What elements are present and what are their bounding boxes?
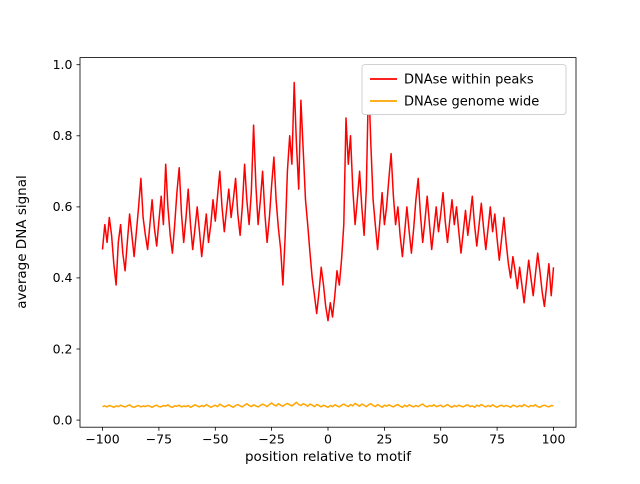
x-tick-label: −25 <box>258 432 284 447</box>
x-axis-ticks: −100 −75 −50 −25 0 25 50 75 100 <box>85 427 566 447</box>
series-line-0 <box>101 78 555 322</box>
x-tick-label: −50 <box>202 432 228 447</box>
x-tick-label: 0 <box>324 432 332 447</box>
x-tick-label: 100 <box>542 432 566 447</box>
series-group <box>101 78 555 409</box>
y-tick-label: 1.0 <box>53 57 73 72</box>
y-tick-label: 0.2 <box>53 341 73 356</box>
x-tick-label: 25 <box>376 432 392 447</box>
x-tick-label: −75 <box>146 432 172 447</box>
y-tick-label: 0.8 <box>53 128 73 143</box>
x-tick-label: −100 <box>85 432 119 447</box>
x-axis-label: position relative to motif <box>245 449 412 465</box>
x-tick-label: 75 <box>489 432 505 447</box>
y-tick-label: 0.6 <box>53 199 73 214</box>
series-line-1 <box>102 401 554 409</box>
x-tick-label: 50 <box>433 432 449 447</box>
legend-label-dnase-within-peaks: DNAse within peaks <box>404 73 534 88</box>
y-tick-label: 0.4 <box>53 270 73 285</box>
legend: DNAse within peaks DNAse genome wide <box>361 64 567 116</box>
y-tick-label: 0.0 <box>53 412 73 427</box>
y-axis-ticks: 0.0 0.2 0.4 0.6 0.8 1.0 <box>53 57 80 427</box>
legend-label-dnase-genome-wide: DNAse genome wide <box>404 95 539 110</box>
legend-box <box>361 64 567 116</box>
y-axis-label: average DNA signal <box>14 175 30 309</box>
